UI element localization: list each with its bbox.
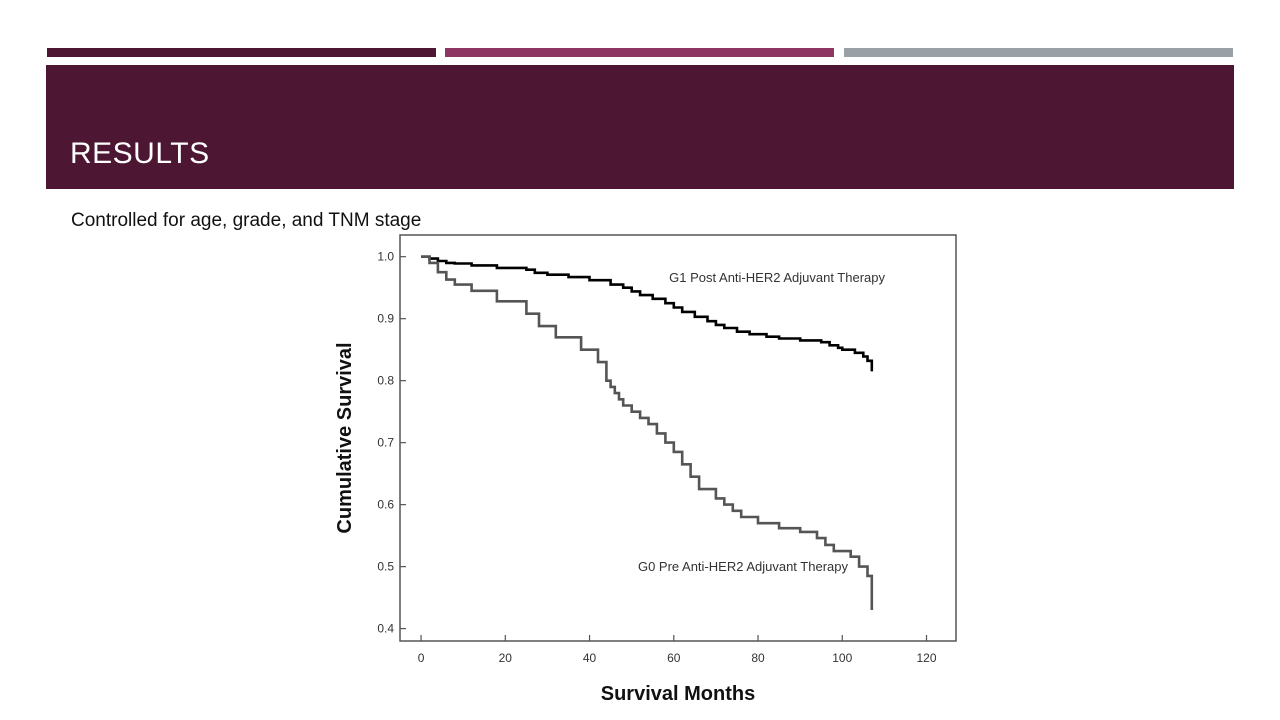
x-tick-label: 40	[583, 651, 597, 665]
y-tick-label: 0.6	[377, 498, 394, 512]
series-labels: G1 Post Anti-HER2 Adjuvant Therapy G0 Pre…	[638, 270, 886, 574]
slide-title: RESULTS	[70, 137, 210, 170]
x-tick-label: 20	[499, 651, 513, 665]
y-axis-title: Cumulative Survival	[334, 342, 356, 533]
y-tick-label: 0.7	[377, 436, 394, 450]
accent-stripe-1	[47, 48, 436, 57]
series-label-1: G0 Pre Anti-HER2 Adjuvant Therapy	[638, 559, 849, 574]
y-axis-ticks: 0.4 0.5 0.6 0.7 0.8 0.9 1.0	[377, 250, 406, 636]
y-tick-label: 1.0	[377, 250, 394, 264]
plot-frame	[399, 234, 957, 642]
title-band: RESULTS	[46, 65, 1234, 189]
series-line-1	[421, 255, 874, 610]
y-tick-label: 0.4	[377, 622, 394, 636]
y-tick-label: 0.9	[377, 312, 394, 326]
x-tick-label: 120	[916, 651, 936, 665]
y-tick-label: 0.5	[377, 560, 394, 574]
x-axis-title: Survival Months	[601, 683, 755, 705]
x-tick-label: 80	[751, 651, 765, 665]
series-label-0: G1 Post Anti-HER2 Adjuvant Therapy	[669, 270, 885, 285]
x-tick-label: 100	[832, 651, 852, 665]
accent-stripe-3	[844, 48, 1233, 57]
slide-subtitle: Controlled for age, grade, and TNM stage	[71, 210, 422, 231]
y-tick-label: 0.8	[377, 374, 394, 388]
series-line-0	[421, 255, 874, 372]
x-tick-label: 0	[418, 651, 425, 665]
series-lines	[421, 255, 874, 610]
x-axis-ticks: 0 20 40 60 80 100 120	[418, 635, 937, 665]
x-tick-label: 60	[667, 651, 681, 665]
accent-stripe-2	[445, 48, 834, 57]
